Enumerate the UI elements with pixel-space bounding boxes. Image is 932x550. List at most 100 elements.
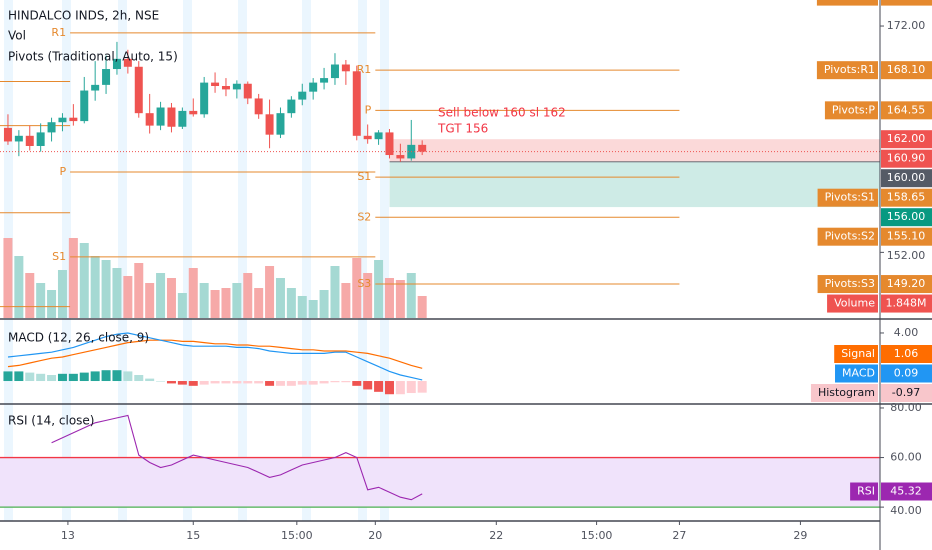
histogram-bar: [265, 381, 275, 386]
histogram-bar: [232, 381, 242, 384]
histogram-bar: [57, 373, 67, 382]
x-tick-label: 20: [368, 529, 382, 542]
badge-name-box: [827, 294, 878, 313]
histogram-bar: [254, 381, 264, 384]
candle-body: [25, 135, 34, 146]
legend-item: Vol: [8, 29, 26, 43]
badge-value-box: [881, 294, 932, 313]
badge-value: 155.10: [887, 230, 926, 243]
pivot-label: S2: [357, 210, 371, 223]
badge-value-box: [881, 101, 932, 120]
histogram-bar: [166, 381, 176, 384]
candle-body: [221, 86, 230, 90]
histogram-bar: [406, 381, 416, 394]
y-tick-label: 4.00: [894, 326, 919, 339]
histogram-bar: [123, 371, 133, 382]
badge-value: 0.09: [894, 367, 919, 380]
volume-bar: [395, 280, 405, 318]
badge-value: 162.00: [887, 132, 926, 145]
session-band: [118, 0, 127, 521]
histogram-bar: [286, 381, 296, 386]
candle-body: [232, 83, 241, 90]
badge-name: Histogram: [818, 386, 875, 399]
volume-bar: [210, 290, 220, 318]
histogram-bar: [14, 371, 24, 382]
badge-value: 156.00: [887, 210, 926, 223]
badge-name-box: [850, 482, 878, 501]
pane-title: MACD (12, 26, close, 9): [8, 331, 149, 345]
candle-body: [396, 155, 405, 159]
volume-bar: [134, 263, 144, 318]
badge-value: 149.20: [887, 277, 926, 290]
histogram-bar: [47, 375, 57, 382]
badge-value-box: [881, 149, 932, 168]
candle-body: [320, 78, 329, 83]
pivot-label: S3: [357, 277, 371, 290]
session-band: [358, 0, 367, 521]
candle-body: [123, 58, 132, 67]
histogram-bar: [341, 381, 351, 383]
pivot-label: P: [365, 103, 372, 116]
badge-value-box: [881, 0, 932, 6]
pivot-label: S1: [357, 170, 371, 183]
volume-bar: [297, 296, 307, 318]
candle-body: [189, 110, 198, 115]
x-tick-label: 15: [186, 529, 200, 542]
histogram-bar: [134, 375, 144, 382]
histogram-bar: [297, 381, 307, 385]
histogram-bar: [199, 381, 209, 385]
histogram-bar: [374, 381, 384, 392]
price-axis: [880, 0, 932, 550]
histogram-bar: [221, 381, 231, 384]
candle-body: [418, 144, 427, 152]
candle-body: [211, 82, 220, 87]
pivot-label: P: [59, 165, 66, 178]
candle-body: [91, 84, 100, 91]
histogram-bar: [25, 372, 35, 382]
volume-bar: [286, 288, 296, 318]
y-tick-label: 152.00: [887, 249, 926, 262]
badge-value: 45.32: [890, 485, 922, 498]
candle-body: [265, 114, 274, 135]
badge-name: Volume: [834, 297, 875, 310]
symbol-title: HINDALCO INDS, 2h, NSE: [8, 9, 159, 23]
volume-bar: [47, 290, 57, 318]
badge-value-box: [881, 364, 932, 383]
candle-body: [3, 127, 12, 142]
badge-name-box: [817, 227, 878, 246]
badge-name-box: [816, 0, 878, 6]
y-tick-label: 40.00: [890, 504, 922, 517]
plot: R1PS1R2R1PS1S2S3: [0, 0, 880, 508]
target-zone: [389, 161, 880, 208]
badge-value-box: [881, 188, 932, 207]
volume-bar: [363, 273, 373, 318]
histogram-bar: [210, 381, 220, 384]
volume-bar: [265, 266, 275, 318]
volume-bar: [177, 293, 187, 318]
pivot-label: S1: [52, 250, 66, 263]
histogram-bar: [275, 381, 285, 386]
histogram-bar: [363, 381, 373, 390]
volume-bar: [341, 283, 351, 318]
badge-value-box: [881, 345, 932, 363]
volume-bar: [199, 283, 209, 318]
badge-value-box: [881, 169, 932, 188]
volume-bar: [384, 278, 394, 318]
pivot-label: R1: [51, 26, 66, 39]
pane-title: RSI (14, close): [8, 414, 94, 428]
candle-body: [69, 117, 78, 122]
histogram-bar: [156, 381, 166, 382]
pivot-label: R2: [357, 0, 372, 3]
session-band: [62, 0, 71, 521]
volume-bar: [156, 273, 166, 318]
histogram-bar: [3, 371, 13, 382]
y-tick-label: 172.00: [887, 19, 926, 32]
candle-body: [145, 113, 154, 126]
badge-name: Pivots:R1: [824, 63, 875, 76]
histogram-bar: [112, 370, 122, 382]
overlay: Pivots:R2 174.60 172.00 Pivots:R1 168.10 Pivo…: [61, 0, 932, 542]
badge-name-box: [824, 101, 878, 120]
candle-body: [374, 132, 383, 140]
volume-bar: [57, 270, 67, 318]
